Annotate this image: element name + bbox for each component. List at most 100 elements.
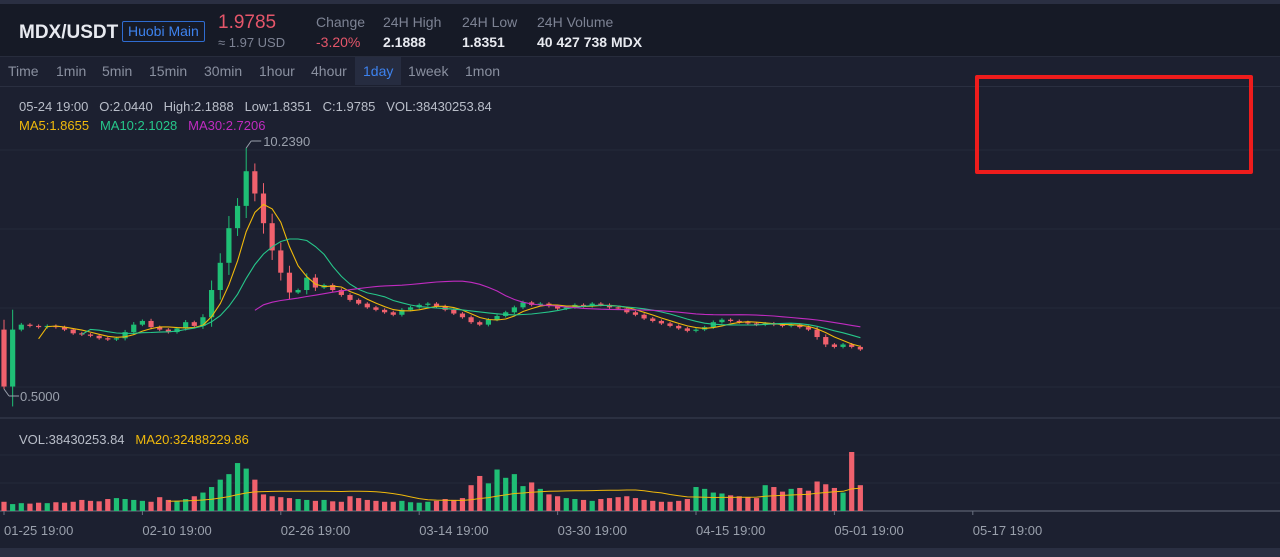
tab-1min[interactable]: 1min [56,63,87,79]
candle-body [36,325,42,328]
pair-name[interactable]: MDX/USDT [19,22,119,43]
info-open: O:2.0440 [99,99,153,114]
volume-bar [814,481,820,511]
volume-bar [252,479,258,511]
volume-bar [840,492,846,511]
exchange-badge[interactable]: Huobi Main [122,21,205,42]
candle-body [148,320,154,328]
candle-body [27,324,33,326]
tab-4hour[interactable]: 4hour [311,63,347,79]
candle-body [191,322,197,326]
volume-bar [494,469,500,511]
info-close: C:1.9785 [322,99,376,114]
candle-body [494,315,500,320]
candle-body [745,322,751,324]
volume-bar [598,499,604,511]
candle-body [286,272,293,293]
volume-bar [87,500,94,511]
volume-bar [330,501,336,511]
volume-bar [433,500,440,511]
candle-body [667,323,673,326]
candle-body [555,306,561,309]
volume-bar [771,487,777,511]
x-tick-label: 02-10 19:00 [142,523,211,538]
volume-bar [243,468,249,511]
tab-5min[interactable]: 5min [102,63,133,79]
top-strip [0,0,1280,4]
volume-bar [183,499,189,511]
candle-body [407,307,414,310]
volume-bar [53,502,59,511]
volume-bar [451,499,457,511]
ohlc-info: 05-24 19:00 O:2.0440 High:2.1888 Low:1.8… [19,99,492,114]
x-tick-label: 03-30 19:00 [558,523,627,538]
volume-bar [312,500,318,511]
candle-body [18,324,24,330]
volume-bar [831,487,837,511]
candle-body [831,344,837,347]
x-tick-label: 04-15 19:00 [696,523,765,538]
volume-bar [857,485,863,511]
tab-1day[interactable]: 1day [355,57,402,85]
volume-bar [442,499,448,511]
info-ma20: MA20:32488229.86 [135,432,249,447]
volume-bar [269,496,275,511]
volume-bar [234,463,241,511]
high-label: 24H High [383,14,442,30]
volume-bar [529,482,535,511]
volume-bar [18,503,24,511]
tab-30min[interactable]: 30min [204,63,243,79]
volume-bar [321,499,327,511]
volume-bar [425,501,431,511]
min-price-label: 0.5000 [20,389,60,404]
candle-body [226,228,232,263]
volume-bar [407,502,414,511]
candle-body [105,338,111,340]
candle-body [87,334,94,336]
candle-body [624,308,630,313]
volume-bar [226,474,232,511]
candle-body [113,338,120,340]
volume-bar [1,501,7,511]
candle-body [805,327,812,330]
candle-body [511,307,517,313]
candle-body [382,309,388,313]
candle-body [209,290,215,318]
candle-body [797,324,803,328]
tab-1mon[interactable]: 1mon [465,63,501,79]
candle-body [693,329,699,331]
volume-bar [382,501,388,511]
tab-1week[interactable]: 1week [408,63,449,79]
volume-bar [44,503,50,511]
volume-bar [797,487,803,511]
candle-body [676,325,682,329]
x-tick-label: 02-26 19:00 [281,523,350,538]
ma5-line [38,203,861,347]
change-value: -3.20% [316,34,361,50]
candle-body [278,250,284,273]
tab-15min[interactable]: 15min [149,63,188,79]
volume-bar [762,485,768,511]
tab-time[interactable]: Time [8,63,39,79]
candle-body [442,306,448,310]
candle-body [295,290,301,293]
volume-bar [165,499,171,511]
candle-body [131,324,137,333]
candle-body [433,303,440,307]
min-marker-line [3,388,10,397]
volume-bar [805,490,812,511]
volume-info: VOL:38430253.84 MA20:32488229.86 [19,432,249,447]
info-ma30: MA30:2.7206 [188,118,266,133]
candle-body [260,193,267,224]
volume-bar [416,502,422,511]
candle-body [615,307,621,309]
tab-1hour[interactable]: 1hour [259,63,295,79]
volume-bar [823,484,829,511]
candle-body [122,332,128,339]
info-low: Low:1.8351 [244,99,312,114]
candle-body [10,329,16,387]
x-tick-label: 03-14 19:00 [419,523,488,538]
kline-chart[interactable]: 10.2390 0.5000 01-25 19:00 02-10 19:00 02-26… [0,87,1280,547]
interval-tabs: Time 1min 5min 15min 30min 1hour 4hour 1… [0,57,1280,87]
volume-bar [79,499,85,511]
